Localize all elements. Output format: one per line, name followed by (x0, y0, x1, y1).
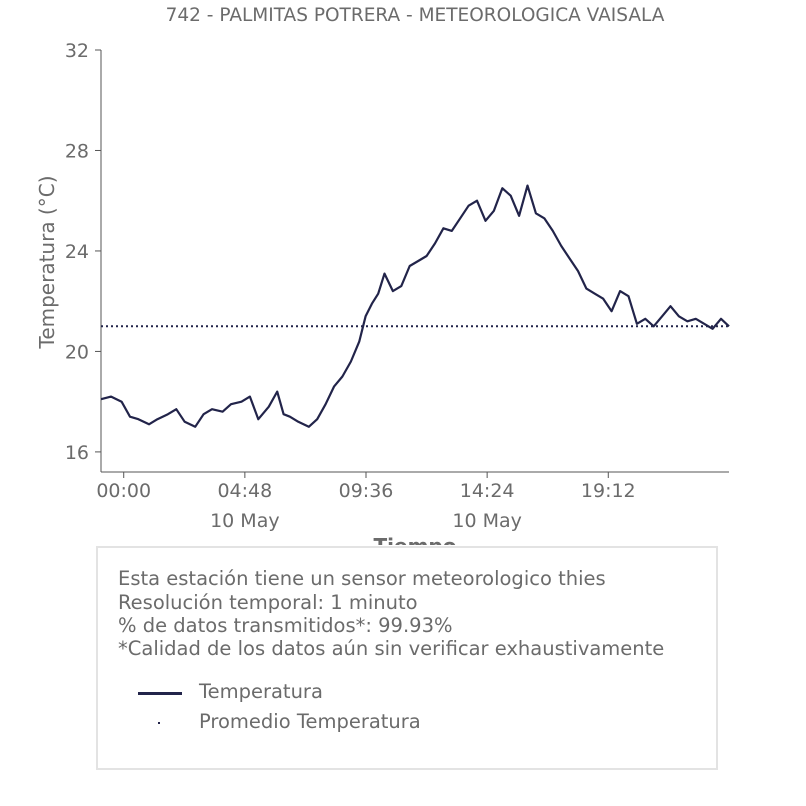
temperature-line (100, 184, 730, 428)
temperature-chart: 742 - PALMITAS POTRERA - METEOROLOGICA V… (35, 5, 730, 545)
x-tick-sublabel: 10 May (210, 510, 280, 532)
x-tick-label: 09:36 (339, 480, 394, 502)
x-tick-sublabel: 10 May (452, 510, 522, 532)
x-tick-label: 19:12 (581, 480, 636, 502)
chart-title: 742 - PALMITAS POTRERA - METEOROLOGICA V… (166, 5, 665, 26)
y-tick-label: 28 (65, 140, 89, 162)
x-tick-label: 14:24 (460, 480, 515, 502)
legend-solid-line-icon (138, 692, 182, 695)
legend-label-promedio: Promedio Temperatura (199, 710, 421, 733)
x-tick-label: 04:48 (217, 480, 272, 502)
series-group (100, 184, 730, 428)
x-axis-ticks: 00:00 04:48 10 May 09:36 14:24 10 May 19:12 (96, 472, 636, 532)
y-axis-label: Temperatura (°C) (35, 175, 59, 349)
legend-label-temperatura: Temperatura (199, 680, 323, 703)
temporal-resolution-text: Resolución temporal: 1 minuto (118, 591, 418, 614)
info-box: Esta estación tiene un sensor meteorolog… (96, 546, 718, 770)
y-tick-label: 16 (65, 442, 89, 464)
transmitted-data-text: % de datos transmitidos*: 99.93% (118, 614, 453, 637)
y-tick-label: 24 (65, 241, 89, 263)
y-tick-label: 20 (65, 341, 89, 363)
legend-dotted-line-icon (158, 722, 160, 724)
x-axis-label: Tiempo (374, 534, 457, 545)
station-sensor-text: Esta estación tiene un sensor meteorolog… (118, 567, 606, 590)
y-tick-label: 32 (65, 40, 89, 62)
x-tick-label: 00:00 (96, 480, 151, 502)
y-axis-ticks: 16 20 24 28 32 (65, 40, 101, 464)
data-quality-note: *Calidad de los datos aún sin verificar … (118, 637, 665, 660)
